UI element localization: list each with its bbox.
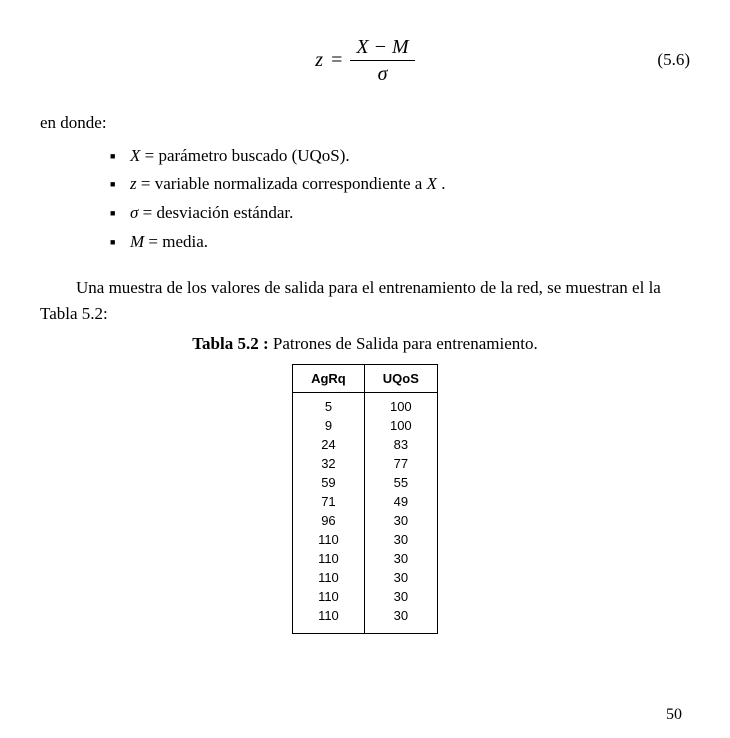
table-row: 9100 bbox=[293, 416, 438, 435]
def-text: = desviación estándar. bbox=[138, 203, 293, 222]
equation: z = X − M σ bbox=[315, 36, 414, 85]
table-header-row: AgRq UQoS bbox=[293, 365, 438, 393]
table-row: 3277 bbox=[293, 454, 438, 473]
table-row: 11030 bbox=[293, 606, 438, 634]
definitions-list: X = parámetro buscado (UQoS). z = variab… bbox=[40, 142, 690, 258]
eq-numerator: X − M bbox=[350, 36, 414, 61]
table-header: AgRq bbox=[293, 365, 365, 393]
definition-item: M = media. bbox=[110, 228, 690, 257]
equation-number: (5.6) bbox=[657, 50, 690, 70]
table-cell: 110 bbox=[293, 568, 365, 587]
definition-item: z = variable normalizada correspondiente… bbox=[110, 170, 690, 199]
table-cell: 110 bbox=[293, 530, 365, 549]
table-cell: 30 bbox=[364, 606, 437, 634]
eq-equals: = bbox=[331, 49, 342, 72]
equation-row: z = X − M σ (5.6) bbox=[40, 30, 690, 90]
definition-item: X = parámetro buscado (UQoS). bbox=[110, 142, 690, 171]
def-tail-symbol: X bbox=[427, 174, 437, 193]
table-cell: 24 bbox=[293, 435, 365, 454]
table-cell: 96 bbox=[293, 511, 365, 530]
page: z = X − M σ (5.6) en donde: X = parámetr… bbox=[0, 0, 730, 738]
table-row: 5100 bbox=[293, 393, 438, 417]
table-row: 5955 bbox=[293, 473, 438, 492]
table-row: 11030 bbox=[293, 549, 438, 568]
table-header: UQoS bbox=[364, 365, 437, 393]
def-text: = parámetro buscado (UQoS). bbox=[140, 146, 349, 165]
def-text: = variable normalizada correspondiente a bbox=[137, 174, 427, 193]
table-cell: 49 bbox=[364, 492, 437, 511]
intro-paragraph: Una muestra de los valores de salida par… bbox=[40, 275, 690, 326]
table-cell: 77 bbox=[364, 454, 437, 473]
table-cell: 110 bbox=[293, 587, 365, 606]
table-cell: 110 bbox=[293, 606, 365, 634]
where-label: en donde: bbox=[40, 110, 690, 136]
table-row: 7149 bbox=[293, 492, 438, 511]
def-symbol: X bbox=[130, 146, 140, 165]
table-row: 9630 bbox=[293, 511, 438, 530]
table-cell: 9 bbox=[293, 416, 365, 435]
table-cell: 100 bbox=[364, 393, 437, 417]
definition-item: σ = desviación estándar. bbox=[110, 199, 690, 228]
def-tail-text: . bbox=[437, 174, 446, 193]
table-caption: Tabla 5.2 : Patrones de Salida para entr… bbox=[40, 334, 690, 354]
def-text: = media. bbox=[144, 232, 208, 251]
caption-bold: Tabla 5.2 : bbox=[192, 334, 268, 353]
table-cell: 5 bbox=[293, 393, 365, 417]
table-cell: 30 bbox=[364, 511, 437, 530]
table-row: 11030 bbox=[293, 530, 438, 549]
table-cell: 30 bbox=[364, 587, 437, 606]
eq-lhs: z bbox=[315, 49, 323, 72]
def-symbol: z bbox=[130, 174, 137, 193]
page-number: 50 bbox=[666, 706, 682, 724]
table-row: 2483 bbox=[293, 435, 438, 454]
table-cell: 32 bbox=[293, 454, 365, 473]
def-symbol: M bbox=[130, 232, 144, 251]
table-cell: 55 bbox=[364, 473, 437, 492]
table-cell: 110 bbox=[293, 549, 365, 568]
table-cell: 83 bbox=[364, 435, 437, 454]
table-cell: 30 bbox=[364, 530, 437, 549]
table-cell: 30 bbox=[364, 549, 437, 568]
training-table: AgRq UQoS 5100 9100 2483 3277 5955 7149 … bbox=[292, 364, 438, 634]
eq-fraction: X − M σ bbox=[350, 36, 414, 85]
table-row: 11030 bbox=[293, 587, 438, 606]
table-cell: 30 bbox=[364, 568, 437, 587]
caption-rest: Patrones de Salida para entrenamiento. bbox=[269, 334, 538, 353]
table-row: 11030 bbox=[293, 568, 438, 587]
table-cell: 100 bbox=[364, 416, 437, 435]
eq-denominator: σ bbox=[372, 61, 394, 85]
table-cell: 59 bbox=[293, 473, 365, 492]
table-cell: 71 bbox=[293, 492, 365, 511]
table-body: 5100 9100 2483 3277 5955 7149 9630 11030… bbox=[293, 393, 438, 634]
